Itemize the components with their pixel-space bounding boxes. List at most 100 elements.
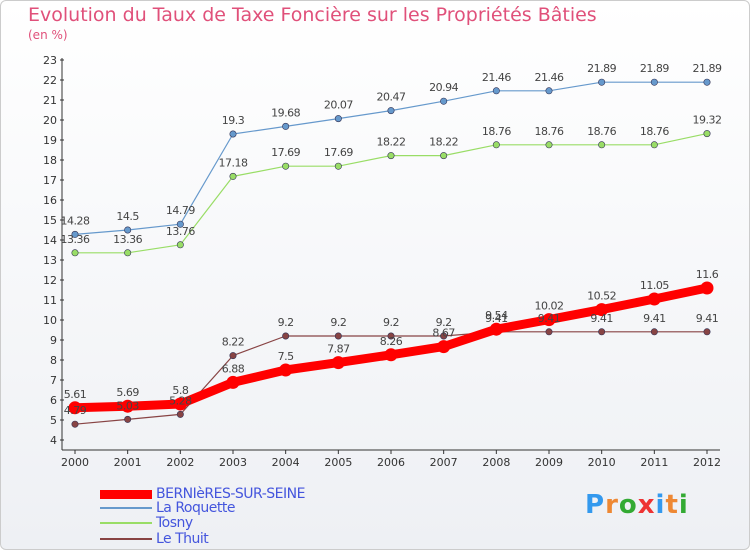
data-label: 7.5: [278, 350, 294, 363]
data-label: 14.28: [61, 214, 90, 227]
y-tick-label: 19: [43, 134, 57, 147]
data-point: [545, 141, 553, 149]
data-point: [124, 226, 132, 234]
data-label: 13.36: [113, 233, 142, 246]
data-point: [387, 332, 395, 340]
data-label: 18.22: [429, 136, 458, 149]
data-label: 19.3: [222, 114, 245, 127]
data-point: [226, 375, 240, 389]
data-point: [124, 415, 132, 423]
legend-item: Le Thuit: [100, 531, 209, 547]
y-tick-label: 20: [43, 114, 57, 127]
y-tick-label: 4: [50, 434, 57, 447]
data-label: 5.03: [116, 399, 139, 412]
x-tick-label: 2001: [114, 456, 142, 469]
data-point: [173, 397, 187, 411]
data-point: [229, 172, 237, 180]
x-tick-label: 2011: [640, 456, 668, 469]
y-tick-label: 17: [43, 174, 57, 187]
data-label: 4.79: [64, 404, 87, 417]
logo-letter: i: [655, 490, 666, 520]
legend-item: Tosny: [100, 515, 193, 531]
x-tick-label: 2012: [693, 456, 721, 469]
x-tick-label: 2006: [377, 456, 405, 469]
data-point: [176, 410, 184, 418]
x-tick-label: 2000: [61, 456, 89, 469]
data-point: [545, 87, 553, 95]
data-label: 13.76: [166, 225, 195, 238]
data-point: [437, 340, 451, 354]
data-point: [545, 328, 553, 336]
data-label: 9.41: [696, 312, 719, 325]
legend-label: Tosny: [156, 515, 193, 531]
y-tick-label: 5: [50, 414, 57, 427]
x-tick-label: 2002: [166, 456, 194, 469]
data-point: [282, 332, 290, 340]
data-point: [440, 152, 448, 160]
data-label: 9.41: [485, 312, 508, 325]
y-tick-label: 18: [43, 154, 57, 167]
data-point: [229, 130, 237, 138]
data-point: [71, 249, 79, 257]
logo-letter: t: [665, 490, 679, 520]
data-point: [440, 332, 448, 340]
data-label: 20.47: [377, 91, 406, 104]
data-point: [598, 141, 606, 149]
data-point: [492, 87, 500, 95]
data-point: [176, 220, 184, 228]
x-tick-label: 2009: [535, 456, 563, 469]
y-tick-label: 22: [43, 74, 57, 87]
x-tick-label: 2005: [324, 456, 352, 469]
data-label: 14.79: [166, 204, 195, 217]
data-label: 21.89: [640, 62, 669, 75]
data-point: [387, 107, 395, 115]
data-label: 14.5: [116, 210, 139, 223]
data-label: 9.41: [643, 312, 666, 325]
data-label: 10.02: [535, 300, 564, 313]
x-tick-label: 2007: [430, 456, 458, 469]
data-point: [229, 352, 237, 360]
data-label: 8.22: [222, 336, 245, 349]
data-point: [279, 363, 293, 377]
data-label: 21.89: [693, 62, 722, 75]
y-tick-label: 12: [43, 274, 57, 287]
data-label: 8.26: [380, 335, 403, 348]
data-point: [71, 420, 79, 428]
data-label: 21.46: [482, 71, 511, 84]
data-point: [598, 78, 606, 86]
data-label: 17.69: [271, 146, 300, 159]
x-tick-label: 2003: [219, 456, 247, 469]
data-label: 5.28: [169, 394, 192, 407]
data-label: 21.46: [535, 71, 564, 84]
legend-item: BERNIèRES-SUR-SEINE: [100, 486, 305, 502]
data-label: 9.2: [436, 316, 452, 329]
data-label: 11.05: [640, 279, 669, 292]
data-label: 18.76: [482, 125, 511, 138]
data-label: 5.8: [172, 384, 188, 397]
y-tick-label: 6: [50, 394, 57, 407]
y-tick-label: 16: [43, 194, 57, 207]
data-label: 9.2: [383, 316, 399, 329]
data-label: 8.67: [432, 327, 455, 340]
y-tick-label: 9: [50, 334, 57, 347]
data-label: 9.2: [330, 316, 346, 329]
data-label: 20.94: [429, 81, 458, 94]
data-label: 9.41: [590, 312, 613, 325]
data-point: [650, 141, 658, 149]
data-point: [542, 313, 556, 327]
data-label: 17.18: [219, 156, 248, 169]
data-label: 18.76: [587, 125, 616, 138]
data-point: [650, 78, 658, 86]
data-point: [598, 328, 606, 336]
y-tick-label: 15: [43, 214, 57, 227]
data-point: [121, 399, 135, 413]
y-tick-label: 23: [43, 54, 57, 67]
data-point: [387, 152, 395, 160]
y-tick-label: 11: [43, 294, 57, 307]
y-tick-label: 14: [43, 234, 57, 247]
data-label: 17.69: [324, 146, 353, 159]
data-point: [68, 401, 82, 415]
logo-letter: r: [605, 490, 619, 520]
